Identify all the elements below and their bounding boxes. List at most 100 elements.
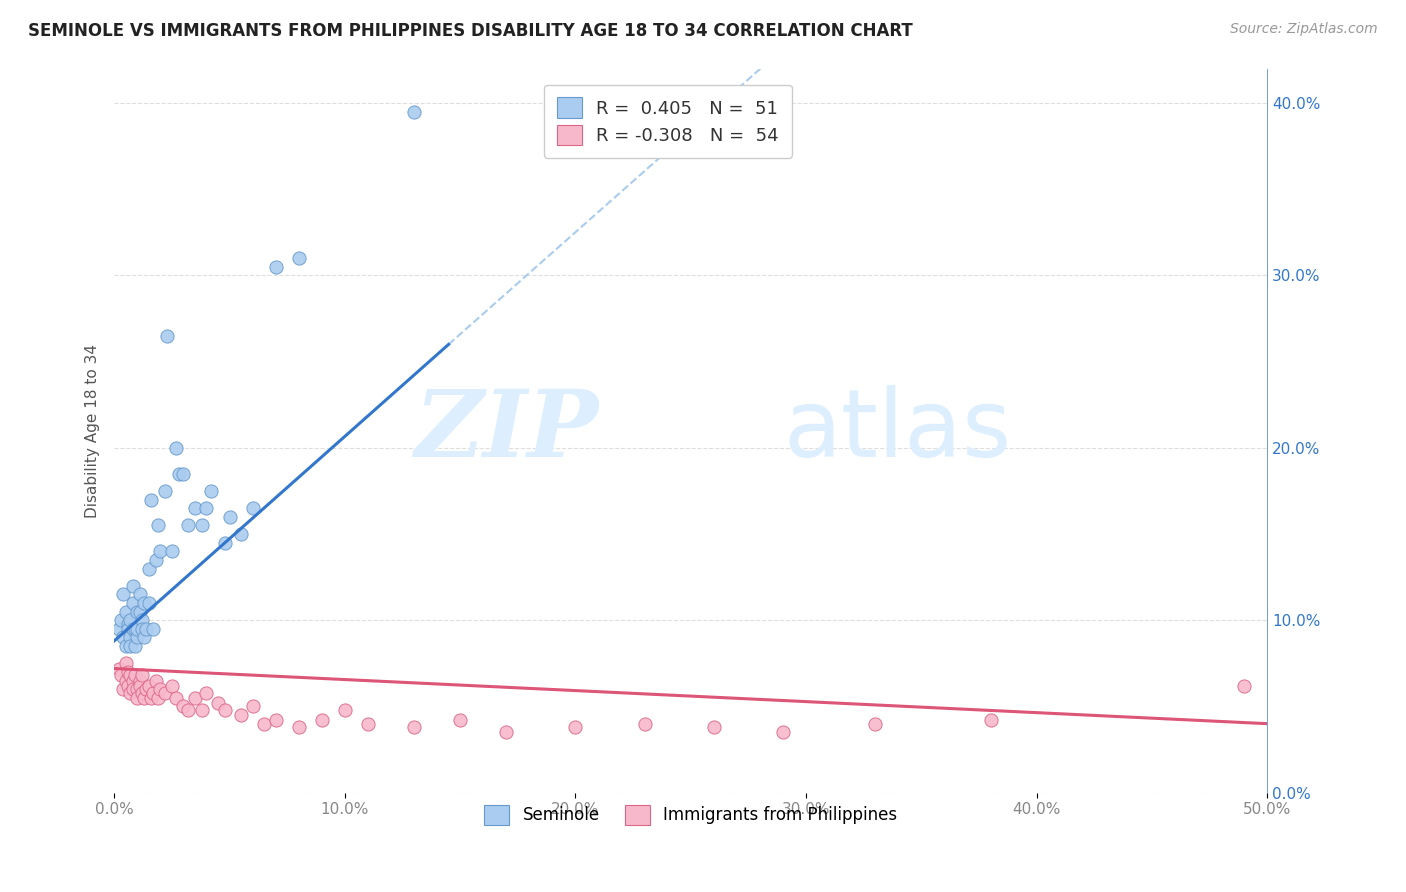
Point	[117, 622, 139, 636]
Point	[127, 690, 149, 705]
Point	[138, 596, 160, 610]
Point	[120, 686, 142, 700]
Text: Source: ZipAtlas.com: Source: ZipAtlas.com	[1230, 22, 1378, 37]
Point	[177, 518, 200, 533]
Point	[114, 673, 136, 688]
Point	[172, 699, 194, 714]
Point	[117, 616, 139, 631]
Point	[117, 679, 139, 693]
Point	[149, 544, 172, 558]
Point	[131, 613, 153, 627]
Point	[166, 441, 188, 455]
Point	[214, 703, 236, 717]
Point	[112, 587, 135, 601]
Point	[120, 613, 142, 627]
Point	[160, 544, 183, 558]
Point	[117, 665, 139, 679]
Point	[200, 483, 222, 498]
Point	[124, 668, 146, 682]
Point	[120, 639, 142, 653]
Point	[253, 716, 276, 731]
Point	[107, 661, 129, 675]
Point	[128, 673, 150, 688]
Point	[287, 720, 309, 734]
Point	[287, 251, 309, 265]
Point	[127, 622, 149, 636]
Point	[184, 690, 207, 705]
Text: atlas: atlas	[783, 384, 1011, 476]
Point	[112, 631, 135, 645]
Point	[153, 483, 176, 498]
Point	[153, 686, 176, 700]
Point	[110, 613, 132, 627]
Point	[107, 622, 129, 636]
Point	[772, 725, 794, 739]
Point	[195, 686, 218, 700]
Point	[167, 467, 190, 481]
Point	[166, 690, 188, 705]
Point	[218, 509, 240, 524]
Point	[264, 260, 287, 274]
Point	[980, 713, 1002, 727]
Point	[114, 605, 136, 619]
Point	[242, 501, 264, 516]
Point	[207, 696, 229, 710]
Point	[242, 699, 264, 714]
Point	[124, 639, 146, 653]
Point	[127, 631, 149, 645]
Point	[564, 720, 586, 734]
Point	[229, 527, 252, 541]
Text: SEMINOLE VS IMMIGRANTS FROM PHILIPPINES DISABILITY AGE 18 TO 34 CORRELATION CHAR: SEMINOLE VS IMMIGRANTS FROM PHILIPPINES …	[28, 22, 912, 40]
Point	[135, 682, 157, 697]
Point	[110, 668, 132, 682]
Point	[114, 639, 136, 653]
Point	[229, 708, 252, 723]
Text: ZIP: ZIP	[415, 385, 599, 475]
Point	[495, 725, 517, 739]
Point	[134, 631, 156, 645]
Point	[357, 716, 380, 731]
Point	[156, 328, 179, 343]
Point	[112, 682, 135, 697]
Point	[160, 679, 183, 693]
Point	[142, 686, 165, 700]
Point	[121, 673, 143, 688]
Point	[139, 690, 162, 705]
Point	[127, 605, 149, 619]
Point	[172, 467, 194, 481]
Point	[146, 518, 169, 533]
Point	[134, 690, 156, 705]
Point	[145, 553, 167, 567]
Point	[134, 596, 156, 610]
Y-axis label: Disability Age 18 to 34: Disability Age 18 to 34	[86, 343, 100, 517]
Point	[121, 596, 143, 610]
Point	[184, 501, 207, 516]
Point	[138, 561, 160, 575]
Point	[865, 716, 887, 731]
Point	[120, 668, 142, 682]
Point	[703, 720, 725, 734]
Point	[1233, 679, 1256, 693]
Point	[633, 716, 655, 731]
Point	[146, 690, 169, 705]
Point	[128, 679, 150, 693]
Point	[142, 622, 165, 636]
Point	[333, 703, 356, 717]
Point	[149, 682, 172, 697]
Point	[402, 104, 425, 119]
Point	[121, 579, 143, 593]
Point	[128, 587, 150, 601]
Point	[191, 703, 214, 717]
Point	[195, 501, 218, 516]
Point	[177, 703, 200, 717]
Point	[127, 682, 149, 697]
Point	[135, 622, 157, 636]
Legend: Seminole, Immigrants from Philippines: Seminole, Immigrants from Philippines	[474, 795, 907, 835]
Point	[121, 622, 143, 636]
Point	[114, 657, 136, 671]
Point	[402, 720, 425, 734]
Point	[264, 713, 287, 727]
Point	[128, 605, 150, 619]
Point	[191, 518, 214, 533]
Point	[214, 535, 236, 549]
